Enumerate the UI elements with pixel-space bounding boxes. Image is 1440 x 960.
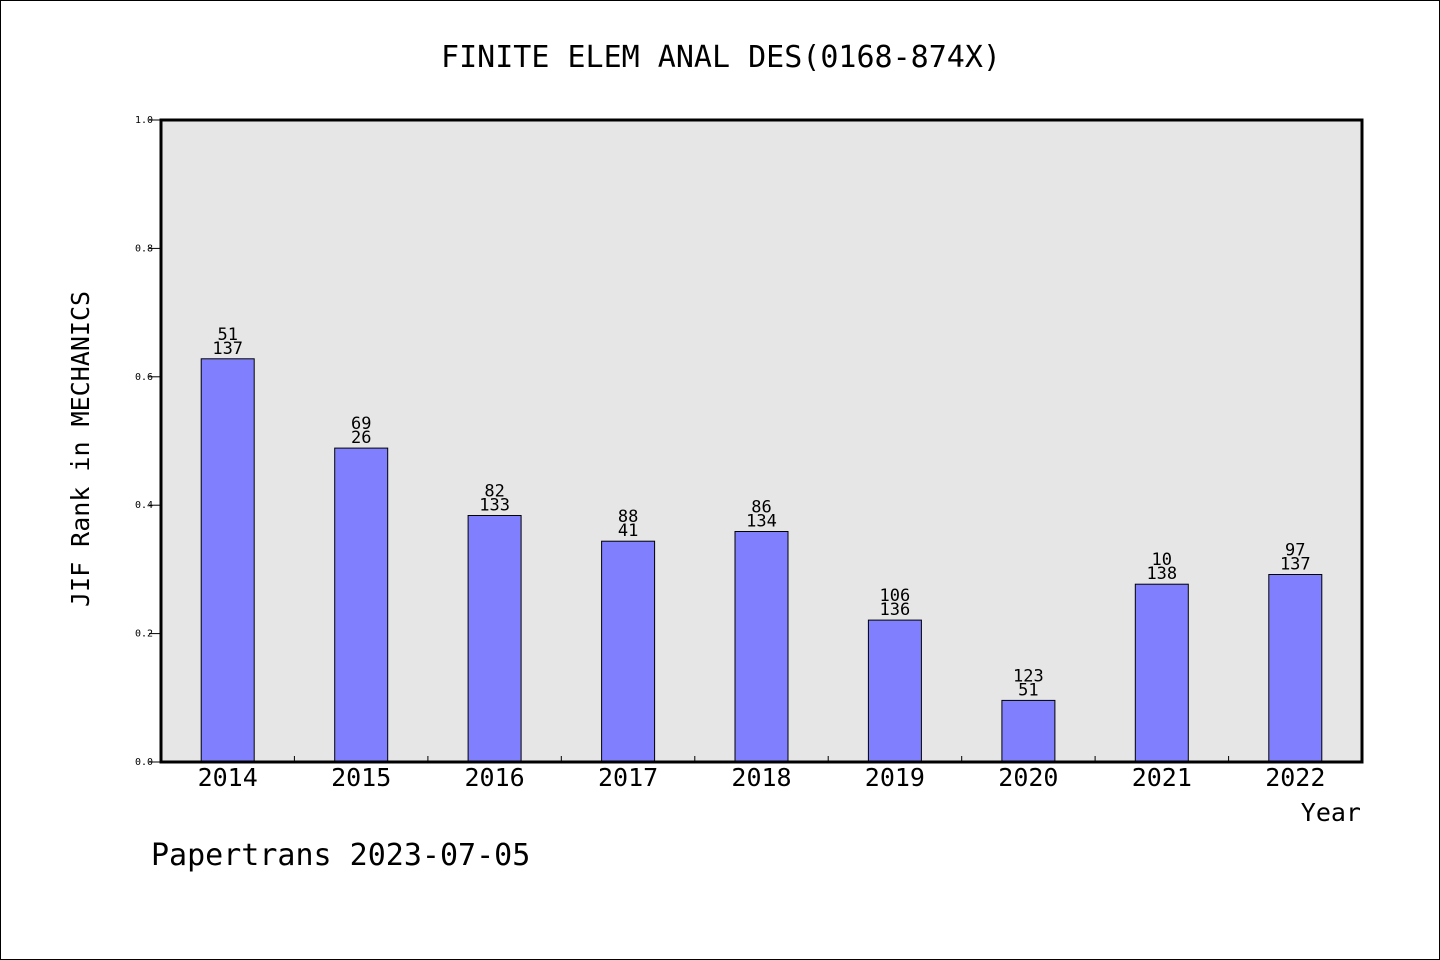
y-tick-label: 0.4	[135, 500, 153, 511]
bar-rank-label-2022: 97	[1285, 541, 1305, 561]
x-tick-label-2021: 2021	[1132, 763, 1192, 792]
y-tick-label: 0.8	[135, 243, 153, 254]
x-tick-label-2017: 2017	[598, 763, 658, 792]
bar-total-label-2018: 134	[746, 512, 777, 532]
y-tick-label: 0.2	[135, 629, 153, 640]
bar-total-label-2015: 26	[351, 428, 371, 448]
bar-2022	[1268, 574, 1323, 763]
plot-frame	[159, 118, 1364, 764]
bar-2015	[334, 447, 389, 763]
bar-2021	[1134, 583, 1189, 763]
bar-total-label-2019: 136	[880, 600, 911, 620]
bar-2017	[601, 540, 656, 763]
x-tick-label-2019: 2019	[865, 763, 925, 792]
bar-2019	[867, 619, 922, 763]
bar-labels-layer: 5113769268213388418613410613612351101389…	[212, 325, 1310, 701]
bar-rank-label-2019: 106	[880, 586, 911, 606]
y-tick-label: 1.0	[135, 115, 153, 126]
bar-total-label-2017: 41	[618, 521, 638, 541]
x-ticks-layer: 2014 2015 2016 2017 2018 2019 2020 2021 2022	[198, 756, 1325, 792]
y-tick-label: 0.0	[135, 757, 153, 768]
bars-layer	[200, 358, 1323, 763]
x-tick-label-2014: 2014	[198, 763, 258, 792]
bar-rank-label-2015: 69	[351, 414, 371, 434]
bar-total-label-2021: 138	[1146, 564, 1177, 584]
bar-rank-label-2021: 10	[1152, 550, 1172, 570]
y-tick-label: 0.6	[135, 372, 153, 383]
x-tick-label-2016: 2016	[464, 763, 524, 792]
bar-2014	[200, 358, 255, 763]
bar-total-label-2016: 133	[479, 496, 510, 516]
x-tick-label-2022: 2022	[1265, 763, 1325, 792]
x-axis-label: Year	[1301, 798, 1361, 827]
x-tick-label-2015: 2015	[331, 763, 391, 792]
bar-total-label-2022: 137	[1280, 555, 1311, 575]
bar-rank-label-2020: 123	[1013, 666, 1044, 686]
bar-2016	[467, 515, 522, 763]
chart-title: FINITE ELEM ANAL DES(0168-874X)	[441, 40, 1001, 75]
bar-rank-label-2016: 82	[484, 482, 504, 502]
bar-total-label-2020: 51	[1018, 680, 1038, 700]
bar-rank-label-2017: 88	[618, 507, 638, 527]
y-axis-label: JIF Rank in MECHANICS	[66, 291, 95, 607]
bar-2020	[1001, 699, 1056, 763]
bar-rank-label-2018: 86	[751, 498, 771, 518]
y-ticks-layer: 0.0 0.2 0.4 0.6 0.8 1.0	[135, 115, 161, 768]
x-tick-label-2020: 2020	[998, 763, 1058, 792]
x-tick-label-2018: 2018	[731, 763, 791, 792]
bar-total-label-2014: 137	[212, 339, 243, 359]
bar-2018	[734, 531, 789, 763]
footer-credit: Papertrans 2023-07-05	[151, 838, 530, 873]
bar-rank-label-2014: 51	[217, 325, 237, 345]
